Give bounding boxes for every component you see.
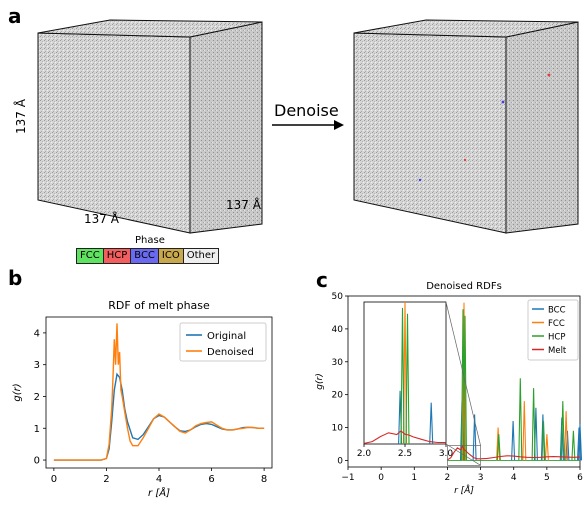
spike-bcc	[577, 424, 583, 461]
cube-depth-label-left: 137 Å	[84, 212, 119, 226]
spike-fcc	[564, 411, 569, 461]
panel-label-b: b	[8, 266, 23, 290]
chart-title: RDF of melt phase	[108, 299, 210, 312]
y-tick-label: 4	[34, 328, 40, 339]
denoise-arrow	[272, 120, 344, 130]
x-tick-label: 6	[208, 474, 214, 485]
legend-label: BCC	[548, 306, 566, 316]
legend-label: HCP	[548, 333, 565, 343]
spike-hcp	[490, 420, 493, 444]
phase-other-swatch: Other	[183, 249, 219, 263]
spike-hcp	[405, 313, 410, 444]
y-axis-label: g(r)	[12, 383, 23, 401]
plot-frame	[347, 295, 581, 468]
zoom-box	[447, 445, 481, 466]
phase-bcc-swatch: BCC	[131, 249, 159, 263]
y-tick-label: 10	[332, 424, 344, 434]
series-line-original	[53, 372, 265, 461]
series-line-denoised	[53, 323, 265, 461]
y-tick-label: 1	[34, 424, 40, 435]
inset-x-tick-label: 2.5	[398, 449, 412, 459]
y-tick-label: 20	[332, 391, 344, 401]
y-tick-label: 3	[34, 360, 40, 371]
zoom-connector	[445, 301, 481, 446]
inset-x-tick-label: 3.0	[439, 449, 454, 459]
spike-hcp	[560, 401, 565, 461]
y-tick-label: 0	[34, 456, 40, 467]
spike-bcc	[576, 427, 582, 461]
spike-bcc	[429, 402, 434, 444]
spike-hcp	[531, 388, 536, 461]
inset-x-tick-label: 2.0	[357, 449, 372, 459]
y-tick-label: 2	[34, 392, 40, 403]
chart-title: Denoised RDFs	[426, 281, 502, 292]
phase-hcp-swatch: HCP	[103, 249, 132, 263]
zoom-connector	[445, 443, 481, 466]
spike-fcc	[553, 391, 556, 444]
x-axis-label: r [Å]	[148, 486, 170, 499]
phase-fcc-swatch: FCC	[77, 249, 104, 263]
denoise-label: Denoise	[274, 101, 339, 120]
legend-label: Denoised	[207, 347, 254, 358]
y-tick-label: 40	[332, 325, 344, 335]
x-tick-label: 0	[378, 473, 384, 483]
legend-label: Melt	[548, 346, 567, 356]
series-line-melt	[447, 444, 581, 461]
x-tick-label: 3	[478, 473, 484, 483]
spike-fcc	[522, 401, 527, 461]
denoised-cube	[353, 19, 579, 234]
x-tick-label: 5	[544, 473, 550, 483]
legend-label: FCC	[548, 319, 565, 329]
x-axis-label: r [Å]	[454, 484, 474, 496]
panel-label-a: a	[8, 4, 22, 28]
x-tick-label: 4	[156, 474, 162, 485]
y-axis-label: g(r)	[315, 373, 325, 389]
spike-bcc	[559, 417, 564, 461]
spike-hcp	[571, 430, 576, 461]
legend-label: Original	[207, 331, 246, 342]
phase-ico-swatch: ICO	[158, 249, 184, 263]
y-tick-label: 50	[332, 292, 344, 302]
spike-bcc	[511, 420, 516, 461]
series-line-melt	[364, 430, 446, 444]
phase-legend-title: Phase	[135, 235, 165, 246]
spike-fcc	[496, 427, 501, 461]
spike-fcc	[488, 414, 491, 444]
original-cube	[37, 19, 263, 234]
spike-hcp	[518, 378, 523, 461]
x-tick-label: 8	[261, 474, 267, 485]
phase-legend: FCC HCP BCC ICO Other	[76, 248, 220, 264]
spike-hcp	[496, 434, 501, 461]
x-tick-label: 2	[445, 473, 451, 483]
cube-depth-label-right: 137 Å	[226, 198, 261, 212]
x-tick-label: 0	[51, 474, 57, 485]
x-tick-label: −1	[341, 473, 354, 483]
x-tick-label: 1	[411, 473, 417, 483]
spike-hcp	[541, 420, 546, 461]
cube-height-label: 137 Å	[14, 99, 28, 134]
spike-bcc	[565, 430, 570, 461]
spike-hcp	[400, 307, 405, 444]
x-tick-label: 6	[577, 473, 583, 483]
denoised-rdfs-chart: Denoised RDFs −1 0 1 2 3 4 5 6 0 10 20 30 40 50 r [Å] g(…	[315, 281, 583, 496]
spike-hcp	[462, 315, 468, 461]
spike-fcc	[461, 302, 467, 461]
panel-label-c: c	[316, 268, 328, 292]
spike-fcc	[544, 434, 549, 461]
y-tick-label: 30	[332, 358, 344, 368]
inset-plot	[364, 302, 556, 444]
y-tick-label: 0	[337, 456, 343, 466]
x-tick-label: 4	[511, 473, 517, 483]
x-tick-label: 2	[103, 474, 109, 485]
spike-bcc	[472, 414, 477, 461]
legend-box	[527, 299, 579, 361]
cube-illustrations	[37, 19, 579, 234]
